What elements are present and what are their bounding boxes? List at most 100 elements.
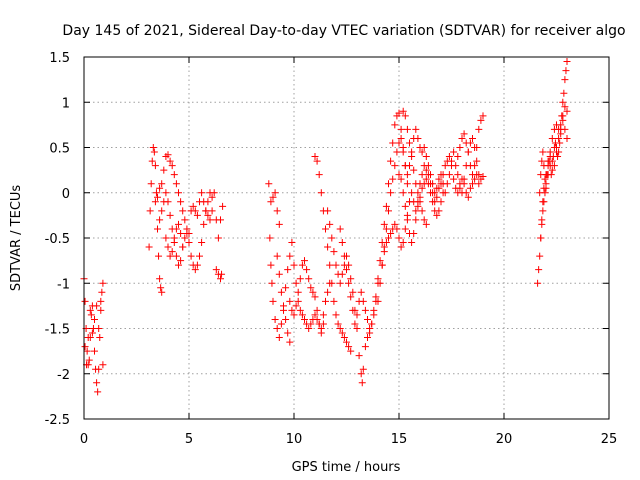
data-point (433, 211, 441, 219)
data-point (311, 153, 319, 161)
data-point (146, 207, 154, 215)
data-point (319, 311, 327, 319)
data-point (324, 243, 332, 251)
data-point (345, 279, 353, 287)
data-point (157, 284, 165, 292)
data-point (563, 58, 571, 66)
data-point (93, 379, 101, 387)
data-point (324, 207, 332, 215)
data-point (91, 347, 98, 355)
data-point (151, 198, 159, 206)
data-point (351, 320, 359, 328)
data-point (309, 288, 317, 296)
data-point (560, 89, 568, 97)
y-tick-label: 1.5 (49, 51, 70, 66)
data-point (164, 151, 172, 159)
data-point (175, 220, 182, 228)
data-point (200, 220, 208, 228)
data-point (172, 252, 180, 260)
data-point (96, 334, 104, 342)
axis-ticks: 0 5 10 15 20 25 1.5 1 0.5 0 -0.5 -1 -1.5 -2 -2.5 (45, 51, 618, 447)
data-point (317, 329, 325, 337)
data-point (460, 130, 468, 138)
data-point (280, 302, 287, 310)
data-point (198, 239, 206, 247)
data-point (305, 275, 313, 283)
data-point (170, 234, 178, 242)
data-point (548, 134, 556, 142)
data-point (546, 153, 554, 161)
data-point (345, 261, 353, 269)
data-point (418, 207, 426, 215)
x-tick-label: 20 (496, 432, 513, 447)
data-point (475, 180, 483, 188)
data-point (353, 311, 361, 319)
data-point (389, 175, 397, 183)
data-point (464, 148, 472, 156)
data-point (81, 343, 89, 351)
data-point (305, 325, 313, 332)
data-point (204, 211, 212, 219)
data-point (219, 202, 227, 210)
data-point (336, 279, 344, 287)
y-tick-label: 0 (62, 187, 70, 202)
data-point (284, 329, 292, 337)
data-point (389, 139, 397, 147)
data-point (86, 306, 94, 314)
data-point (343, 338, 350, 346)
data-point (328, 234, 336, 242)
data-point (416, 198, 424, 206)
data-point (217, 216, 224, 224)
data-point (471, 175, 479, 183)
data-point (271, 189, 279, 197)
data-point (334, 320, 342, 328)
data-point (445, 171, 453, 179)
data-point (395, 171, 403, 179)
data-point (473, 157, 481, 165)
data-point (185, 239, 193, 247)
data-point (164, 243, 172, 251)
data-point (324, 288, 332, 296)
data-point (397, 125, 405, 133)
data-point (456, 144, 464, 151)
data-point (326, 220, 334, 228)
data-point (454, 153, 462, 161)
data-point (561, 103, 569, 111)
plot-frame (83, 56, 610, 420)
data-point (269, 297, 277, 305)
data-point (562, 67, 570, 75)
data-point (393, 148, 401, 156)
data-point (391, 220, 399, 228)
data-point (391, 162, 399, 170)
data-point (158, 207, 166, 215)
data-point (406, 139, 413, 147)
data-point (168, 248, 176, 256)
data-point (479, 172, 487, 180)
data-point (359, 365, 367, 373)
data-point (311, 311, 319, 319)
data-point (349, 288, 357, 296)
data-point (277, 288, 285, 296)
data-point (554, 153, 562, 161)
data-point (469, 180, 476, 188)
data-point (290, 261, 298, 269)
data-point (538, 216, 546, 224)
data-point (162, 189, 170, 197)
data-point (338, 239, 346, 247)
data-point (361, 306, 369, 314)
data-point (196, 252, 203, 260)
data-point (158, 288, 166, 296)
data-point (326, 261, 334, 269)
data-point (420, 216, 428, 224)
data-point (454, 189, 462, 197)
x-tick-label: 0 (80, 432, 88, 447)
data-point (336, 325, 344, 332)
data-point (422, 220, 430, 228)
data-point (332, 311, 340, 319)
data-point (181, 234, 189, 242)
data-point (555, 134, 563, 142)
data-point (380, 248, 388, 256)
data-point (271, 315, 279, 323)
data-point (168, 162, 176, 170)
data-point (154, 193, 161, 201)
